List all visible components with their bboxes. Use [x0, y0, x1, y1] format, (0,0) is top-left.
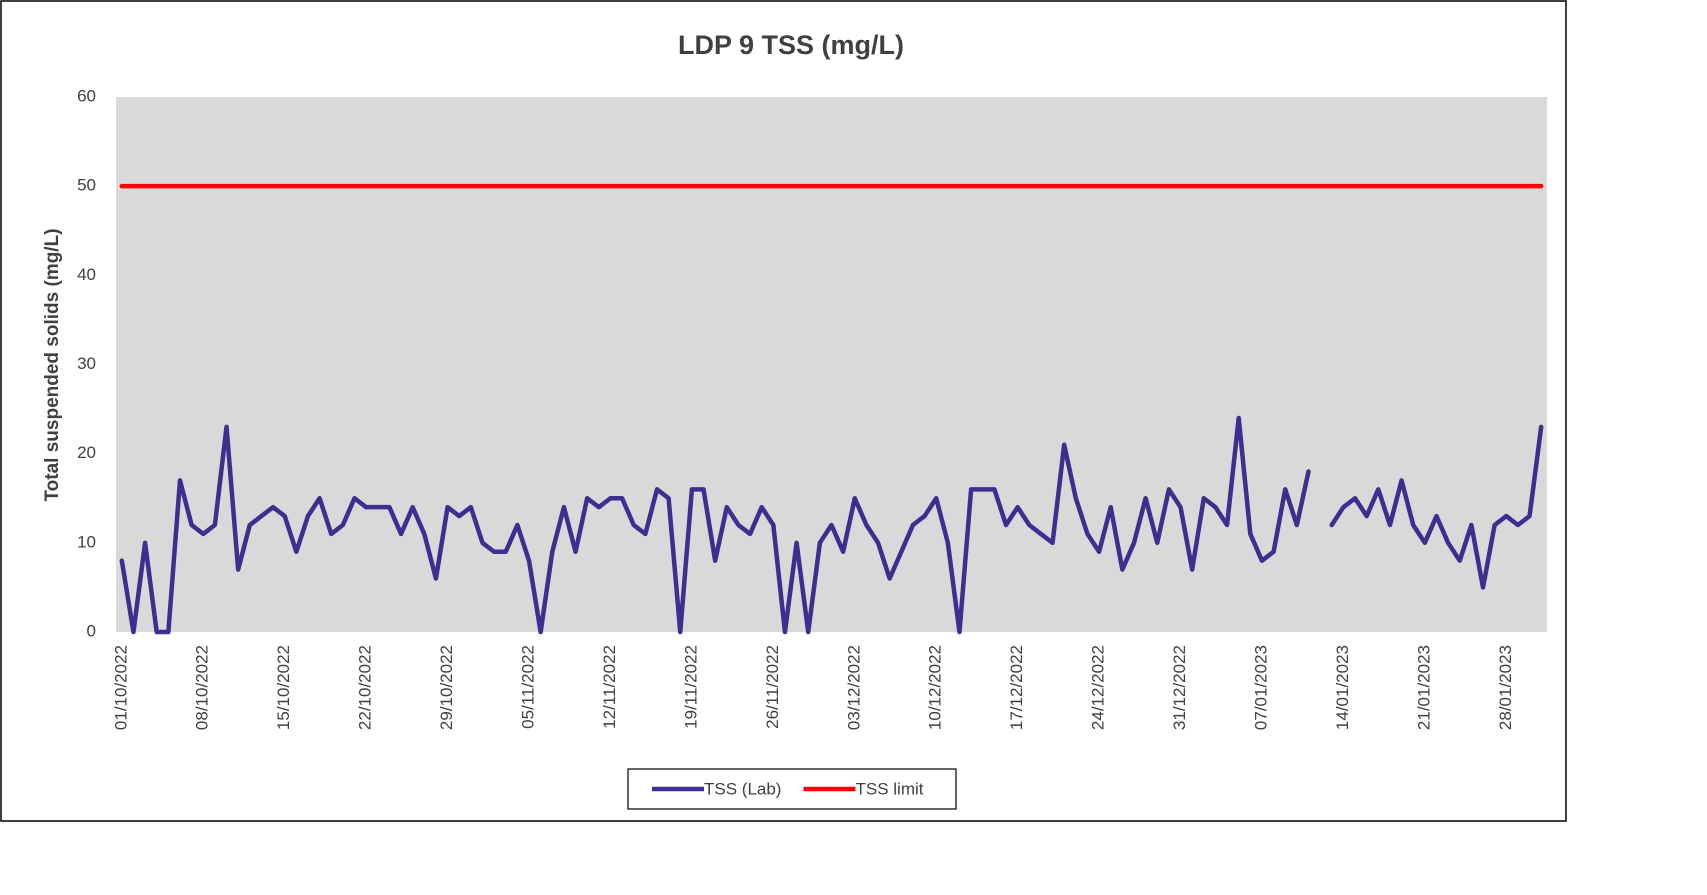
y-tick-label: 10 — [77, 532, 96, 551]
y-tick-label: 20 — [77, 443, 96, 462]
plot-area — [116, 97, 1547, 632]
x-tick-label: 08/10/2022 — [193, 645, 212, 730]
y-tick-label: 40 — [77, 265, 96, 284]
x-tick-label: 14/01/2023 — [1333, 645, 1352, 730]
x-tick-label: 01/10/2022 — [111, 645, 130, 730]
legend-label: TSS limit — [855, 779, 923, 798]
x-tick-label: 12/11/2022 — [600, 645, 619, 729]
x-tick-label: 19/11/2022 — [681, 645, 700, 729]
line-series — [119, 415, 1544, 635]
x-tick-label: 21/01/2023 — [1414, 645, 1433, 730]
x-tick-label: 15/10/2022 — [274, 645, 293, 730]
x-tick-label: 26/11/2022 — [763, 645, 782, 729]
x-tick-label: 31/12/2022 — [1170, 645, 1189, 730]
y-tick-label: 30 — [77, 354, 96, 373]
x-tick-label: 10/12/2022 — [926, 645, 945, 730]
x-tick-label: 17/12/2022 — [1007, 645, 1026, 730]
y-tick-label: 0 — [87, 621, 96, 640]
x-tick-label: 07/01/2023 — [1251, 645, 1270, 730]
y-tick-label: 60 — [77, 86, 96, 105]
x-tick-label: 24/12/2022 — [1089, 645, 1108, 730]
x-tick-label: 29/10/2022 — [437, 645, 456, 730]
x-tick-label: 05/11/2022 — [518, 645, 537, 729]
x-tick-label: 28/01/2023 — [1496, 645, 1515, 730]
x-tick-label: 03/12/2022 — [844, 645, 863, 730]
y-axis-label: Total suspended solids (mg/L) — [42, 228, 63, 501]
chart-title: LDP 9 TSS (mg/L) — [678, 30, 904, 60]
legend-label: TSS (Lab) — [704, 779, 781, 798]
x-tick-label: 22/10/2022 — [356, 645, 375, 730]
y-tick-label: 50 — [77, 176, 96, 195]
